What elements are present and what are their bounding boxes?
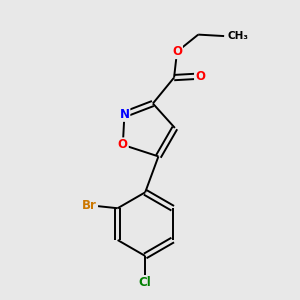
Text: Br: Br [82, 199, 97, 212]
Text: N: N [119, 108, 129, 121]
Text: Cl: Cl [139, 276, 152, 289]
Text: CH₃: CH₃ [228, 31, 249, 41]
Text: O: O [118, 138, 128, 151]
Text: O: O [172, 45, 182, 58]
Text: O: O [195, 70, 205, 83]
